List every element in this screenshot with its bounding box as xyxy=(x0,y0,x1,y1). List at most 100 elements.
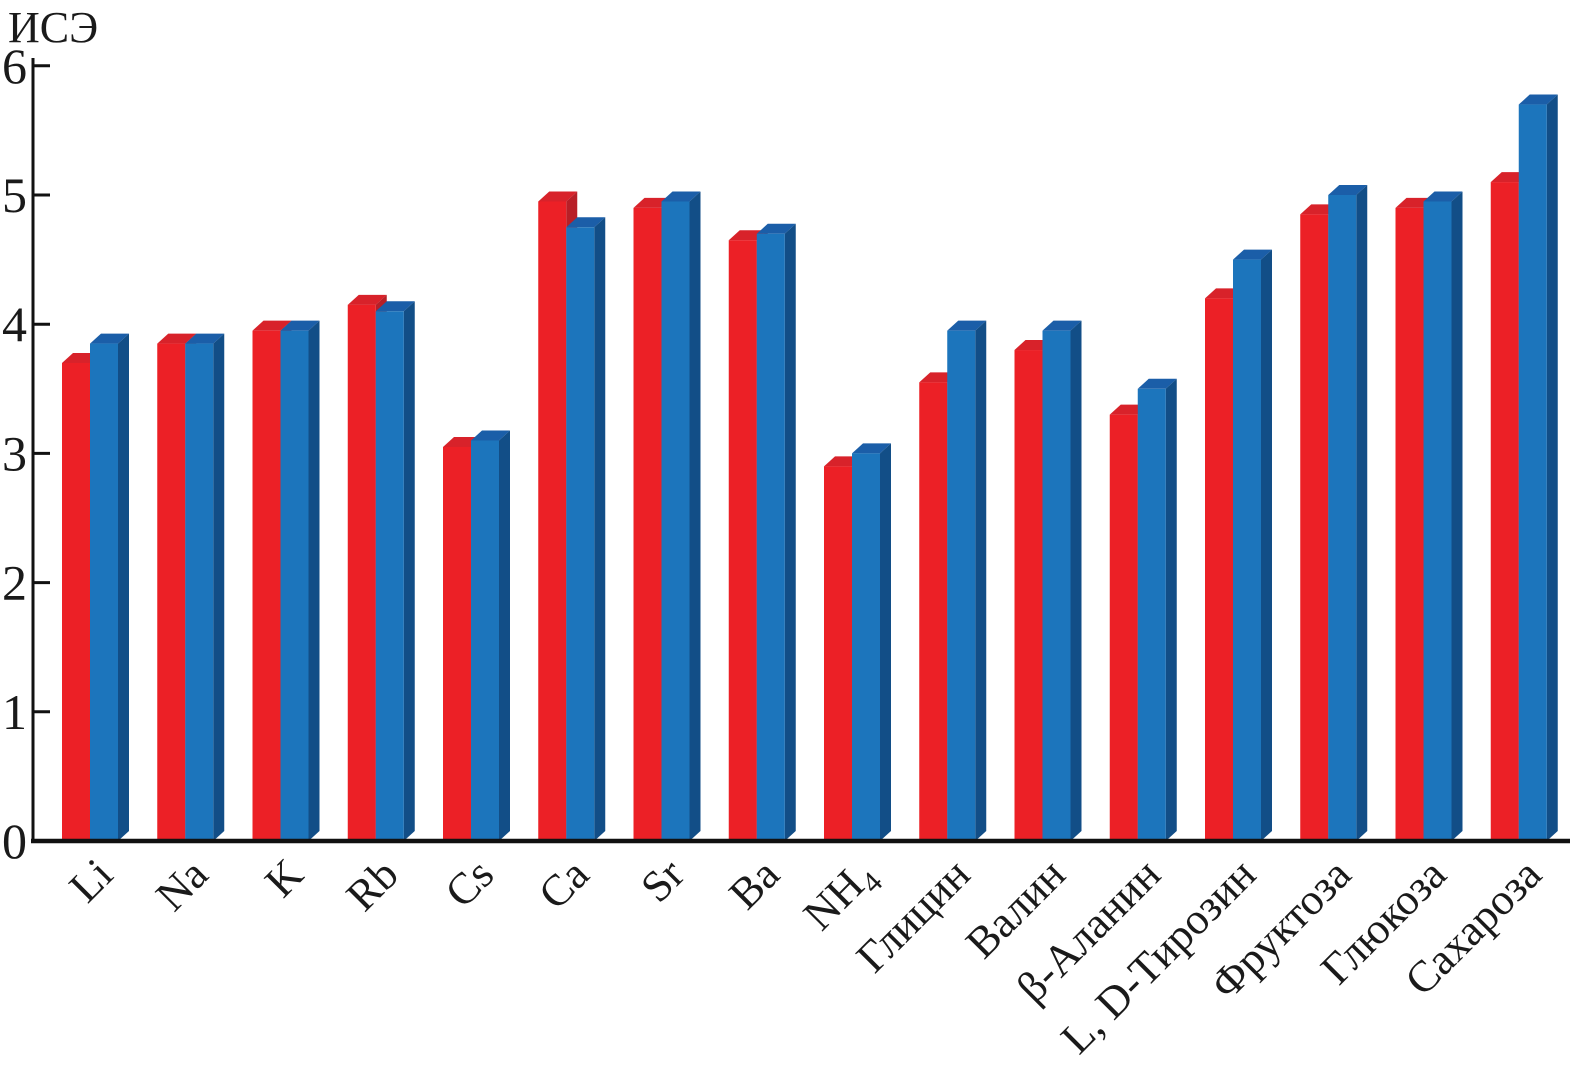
bar-front-face xyxy=(62,362,90,841)
axes xyxy=(31,58,1570,844)
bar-side-face xyxy=(403,301,415,841)
bar-side-face xyxy=(1451,191,1463,841)
bar-front-face xyxy=(824,466,852,841)
bar-top-face xyxy=(471,430,510,441)
bar-blue xyxy=(661,191,701,841)
bar-side-face xyxy=(499,430,510,841)
bar-top-face xyxy=(252,320,292,331)
bar-top-face xyxy=(90,333,129,344)
y-tick-label: 6 xyxy=(2,38,27,94)
bar-top-face xyxy=(538,191,578,202)
bar-top-face xyxy=(1423,191,1463,202)
bar-top-face xyxy=(1137,378,1177,389)
bar-top-face xyxy=(280,320,320,331)
bar-group-7 xyxy=(633,191,701,842)
bar-side-face xyxy=(118,333,129,841)
bar-top-face xyxy=(185,333,225,344)
bar-front-face xyxy=(1395,207,1424,842)
y-tick-label: 4 xyxy=(2,296,27,352)
bar-side-face xyxy=(1070,320,1082,841)
bar-blue xyxy=(90,333,129,841)
bar-side-face xyxy=(880,443,891,841)
bar-front-face xyxy=(1205,298,1233,841)
bar-blue xyxy=(471,430,510,841)
bar-side-face xyxy=(975,320,987,841)
bar-top-face xyxy=(1328,185,1368,195)
bar-group-1 xyxy=(62,333,129,841)
y-axis-title: ИСЭ xyxy=(8,3,98,52)
bar-front-face xyxy=(538,201,567,841)
bar-blue xyxy=(1137,378,1177,841)
bar-front-face xyxy=(1328,195,1357,841)
bar-side-face xyxy=(1356,185,1368,841)
bar-side-face xyxy=(308,320,320,841)
bar-front-face xyxy=(919,382,948,841)
bar-front-face xyxy=(252,330,281,841)
x-category-label: Li xyxy=(60,849,122,911)
bar-front-face xyxy=(90,343,118,841)
bar-side-face xyxy=(689,191,701,841)
bar-group-11 xyxy=(1014,320,1082,841)
bar-top-face xyxy=(157,333,197,344)
bar-group-3 xyxy=(252,320,320,841)
bar-group-13 xyxy=(1205,249,1272,842)
bar-blue xyxy=(1233,249,1272,842)
bar-top-face xyxy=(756,223,796,234)
bar-top-face xyxy=(947,320,987,331)
x-category-label: Ca xyxy=(529,849,598,918)
bar-blue xyxy=(375,301,415,841)
bar-top-face xyxy=(1042,320,1082,331)
bar-blue xyxy=(852,443,891,841)
x-category-label: Rb xyxy=(337,849,408,920)
bar-front-face xyxy=(471,440,499,841)
bar-blue xyxy=(947,320,987,841)
bar-group-16 xyxy=(1490,94,1558,841)
bar-front-face xyxy=(566,227,595,842)
y-tick-label: 0 xyxy=(2,813,27,869)
bar-front-face xyxy=(756,233,785,841)
x-category-label: K xyxy=(255,849,312,906)
bar-top-face xyxy=(347,294,387,305)
bar-front-face xyxy=(1137,388,1166,841)
bar-top-face xyxy=(1518,94,1558,105)
bar-side-face xyxy=(1261,249,1272,842)
bar-blue xyxy=(1518,94,1558,841)
bar-group-4 xyxy=(347,294,415,841)
bar-front-face xyxy=(375,311,404,841)
bar-top-face xyxy=(1233,249,1272,260)
bar-front-face xyxy=(947,330,976,841)
bar-top-face xyxy=(566,217,606,228)
bar-group-9 xyxy=(824,443,891,841)
x-axis-category-labels: Li Na K Rb Cs Ca Sr Ba NH4ГлицинВалинβ-АланинL, … xyxy=(60,849,1551,1063)
bar-group-12 xyxy=(1109,378,1177,841)
bar-blue xyxy=(566,217,606,842)
bar-front-face xyxy=(1423,201,1452,841)
bar-front-face xyxy=(1518,104,1547,841)
y-tick-label: 3 xyxy=(2,425,27,481)
y-tick-label: 5 xyxy=(2,167,27,223)
bar-front-face xyxy=(728,240,757,842)
bar-blue xyxy=(185,333,225,841)
bar-top-face xyxy=(375,301,415,312)
bar-series-group xyxy=(62,94,1558,842)
x-category-label: Cs xyxy=(436,849,504,917)
bar-front-face xyxy=(1300,214,1329,841)
bar-blue xyxy=(1042,320,1082,841)
bar-blue xyxy=(280,320,320,841)
bar-blue xyxy=(1328,185,1368,841)
bar-group-14 xyxy=(1300,185,1368,841)
bar-front-face xyxy=(347,304,376,841)
bar-blue xyxy=(756,223,796,841)
bar-front-face xyxy=(280,330,309,841)
x-category-label: Ba xyxy=(720,849,789,918)
bar-group-10 xyxy=(919,320,987,841)
subscript: 4 xyxy=(855,866,889,900)
bar-front-face xyxy=(661,201,690,841)
bar-side-face xyxy=(1546,94,1558,841)
bar-front-face xyxy=(852,453,880,841)
bar-front-face xyxy=(1042,330,1071,841)
bar-side-face xyxy=(213,333,225,841)
x-category-label: Na xyxy=(146,849,217,920)
